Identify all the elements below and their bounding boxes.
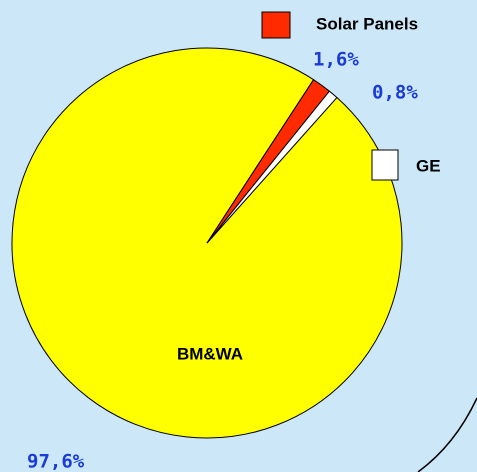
page-curl xyxy=(417,397,477,472)
value-label: 1,6% xyxy=(313,49,359,71)
slice-label: BM&WA xyxy=(177,344,243,363)
legend-label: GE xyxy=(416,156,441,175)
legend-swatch xyxy=(261,11,291,39)
value-label: 97,6% xyxy=(27,451,85,472)
value-label: 0,8% xyxy=(372,82,418,104)
legend-swatch xyxy=(371,149,399,181)
pie-slice xyxy=(206,90,338,244)
legend-label: Solar Panels xyxy=(316,14,418,33)
